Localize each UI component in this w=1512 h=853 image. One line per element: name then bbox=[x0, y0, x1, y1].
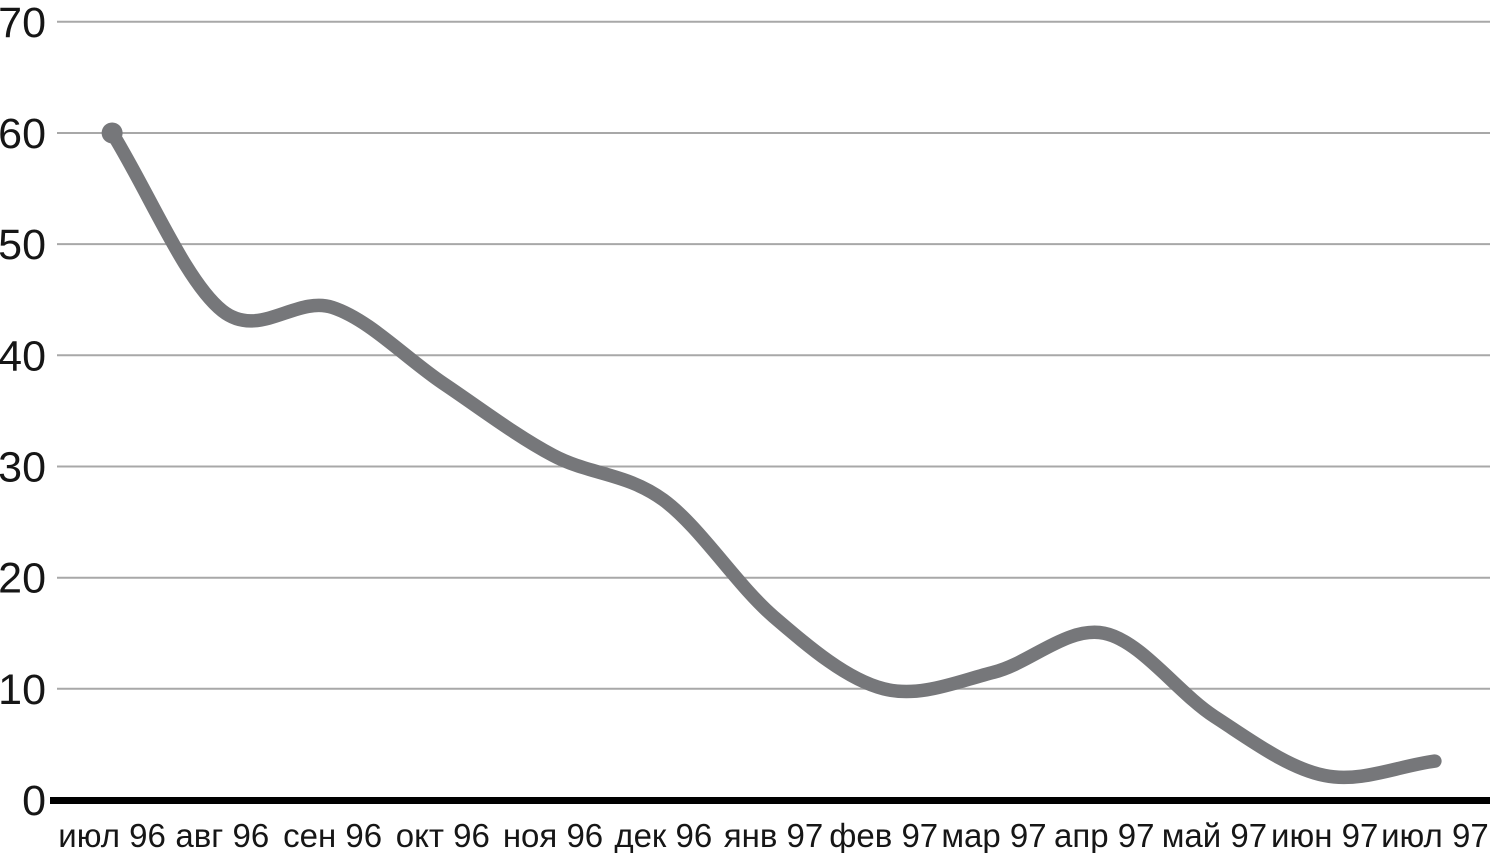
x-tick-label: янв 97 bbox=[724, 817, 824, 853]
x-tick-label: июн 97 bbox=[1271, 817, 1378, 853]
y-tick-label: 0 bbox=[22, 777, 46, 825]
y-tick-label: 30 bbox=[0, 444, 46, 492]
x-tick-label: мар 97 bbox=[941, 817, 1046, 853]
y-tick-label: 50 bbox=[0, 221, 46, 269]
y-tick-label: 10 bbox=[0, 666, 46, 714]
y-tick-label: 60 bbox=[0, 110, 46, 158]
series-start-marker bbox=[101, 122, 123, 144]
y-tick-label: 20 bbox=[0, 555, 46, 603]
series-line bbox=[105, 126, 1442, 785]
x-tick-label: апр 97 bbox=[1054, 817, 1154, 853]
y-tick-label: 40 bbox=[0, 332, 46, 380]
x-tick-label: июл 96 bbox=[58, 817, 166, 853]
y-tick-label: 70 bbox=[0, 0, 46, 47]
x-tick-label: фев 97 bbox=[829, 817, 938, 853]
x-tick-label: дек 96 bbox=[614, 817, 712, 853]
x-tick-label: июл 97 bbox=[1381, 817, 1489, 853]
x-tick-label: май 97 bbox=[1162, 817, 1267, 853]
x-tick-label: авг 96 bbox=[175, 817, 269, 853]
x-tick-label: сен 96 bbox=[283, 817, 382, 853]
x-tick-label: окт 96 bbox=[396, 817, 490, 853]
x-tick-label: ноя 96 bbox=[503, 817, 603, 853]
